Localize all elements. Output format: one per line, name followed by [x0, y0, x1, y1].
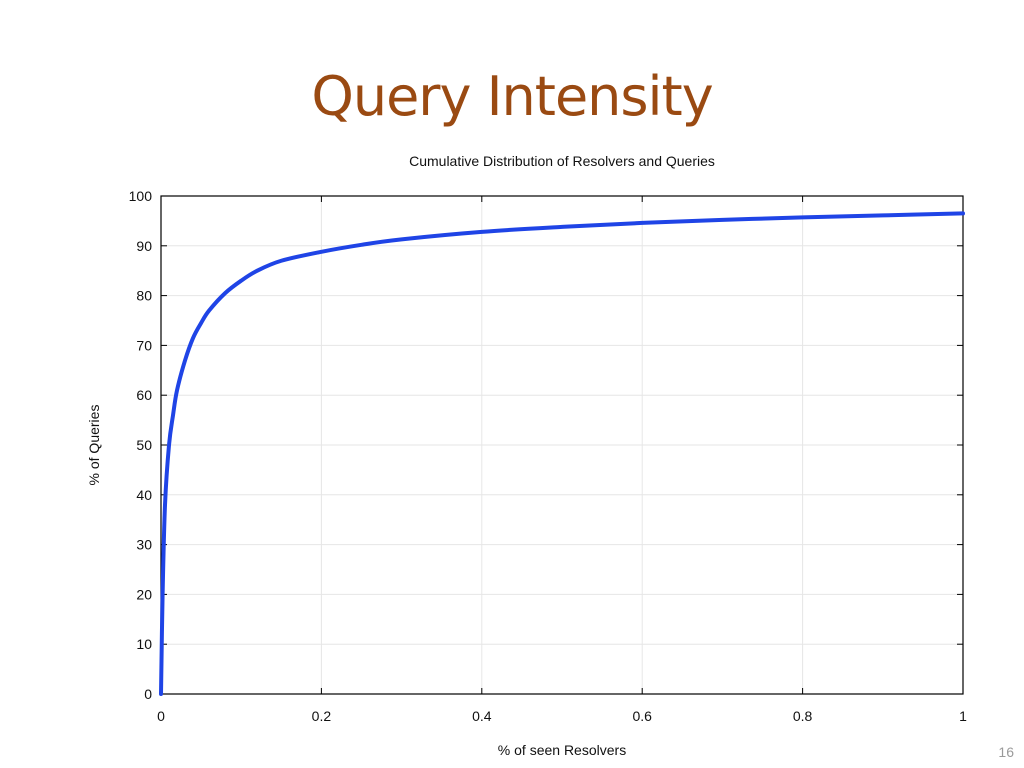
y-tick-label: 30 [136, 537, 152, 553]
x-tick-labels: 0 0.2 0.4 0.6 0.8 1 [157, 708, 967, 724]
y-tick-label: 90 [136, 238, 152, 254]
y-tick-labels: 0 10 20 30 40 50 60 70 80 90 100 [129, 188, 153, 702]
x-tick-label: 0.4 [472, 708, 492, 724]
y-tick-label: 80 [136, 288, 152, 304]
y-tick-label: 100 [129, 188, 153, 204]
series-line [159, 211, 965, 696]
x-tick-label: 0.8 [793, 708, 813, 724]
y-axis-label: % of Queries [86, 405, 102, 486]
grid-lines [160, 195, 964, 695]
x-tick-label: 0.6 [632, 708, 652, 724]
x-tick-label: 1 [959, 708, 967, 724]
y-tick-label: 40 [136, 487, 152, 503]
y-tick-label: 50 [136, 437, 152, 453]
y-tick-label: 10 [136, 636, 152, 652]
x-axis-label: % of seen Resolvers [498, 742, 626, 758]
x-tick-label: 0.2 [312, 708, 332, 724]
y-tick-label: 0 [144, 686, 152, 702]
page-number: 16 [998, 744, 1014, 760]
plot-frame [160, 195, 964, 695]
y-tick-label: 20 [136, 586, 152, 602]
chart-title: Cumulative Distribution of Resolvers and… [409, 153, 715, 169]
y-tick-label: 70 [136, 337, 152, 353]
slide-title: Query Intensity [311, 65, 713, 128]
y-tick-label: 60 [136, 387, 152, 403]
x-tick-label: 0 [157, 708, 165, 724]
